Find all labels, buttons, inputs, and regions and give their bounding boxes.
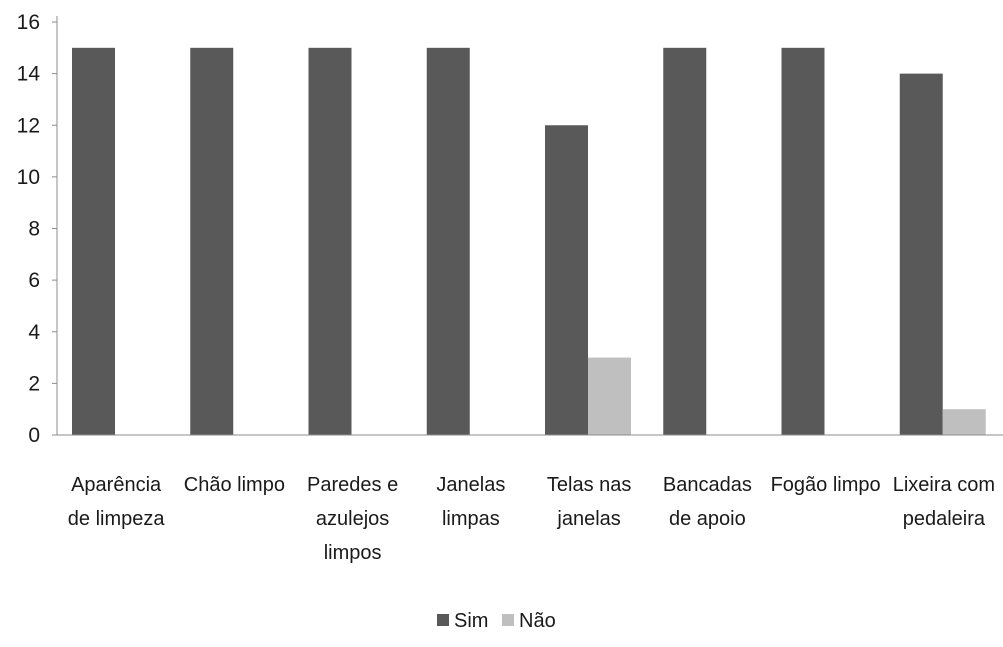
- x-axis: Aparência de limpeza Chão limpo Paredes e az…: [57, 434, 1003, 564]
- x-category-label: Telas nas janelas: [547, 474, 632, 530]
- x-category-label-line: Chão limpo: [184, 474, 285, 496]
- x-category-label-line: Telas nas: [547, 474, 632, 496]
- x-category-label-line: limpos: [324, 542, 382, 564]
- bar-sim-4: [545, 125, 588, 435]
- bar-sim-0: [72, 47, 115, 435]
- x-category-label: Paredes e azulejos limpos: [307, 474, 398, 564]
- x-category-label-line: Aparência: [71, 474, 162, 496]
- x-category-label: Bancadas de apoio: [663, 474, 752, 530]
- x-category-label: Aparência de limpeza: [68, 474, 166, 530]
- bar-n-o-4: [588, 357, 631, 435]
- x-category-label: Chão limpo: [184, 474, 285, 496]
- bars: [72, 47, 986, 435]
- y-tick-label: 0: [28, 424, 40, 447]
- y-tick-label: 4: [28, 321, 40, 344]
- x-category-label-line: limpas: [442, 508, 500, 530]
- x-category-label-line: azulejos: [316, 508, 389, 530]
- x-category-label-line: Lixeira com: [893, 474, 995, 496]
- x-category-label: Fogão limpo: [771, 474, 881, 496]
- legend-label: Não: [519, 610, 556, 632]
- bar-sim-6: [781, 47, 825, 435]
- y-tick-label: 10: [17, 166, 40, 189]
- y-tick-label: 8: [28, 218, 40, 241]
- legend-swatch-sim: [437, 614, 449, 626]
- bar-sim-3: [426, 47, 470, 435]
- y-tick-label: 12: [17, 114, 40, 137]
- legend: Sim Não: [437, 610, 556, 632]
- x-category-label-line: de apoio: [669, 508, 746, 530]
- legend-swatch-n-o: [502, 614, 514, 626]
- x-category-label-line: Janelas: [436, 474, 505, 496]
- bar-sim-2: [308, 47, 352, 435]
- x-category-label-line: Paredes e: [307, 474, 398, 496]
- bar-sim-1: [190, 47, 234, 435]
- y-tick-label: 2: [28, 372, 40, 395]
- x-category-label-line: janelas: [556, 508, 620, 530]
- x-category-label-line: Fogão limpo: [771, 474, 881, 496]
- x-category-label-line: pedaleira: [903, 508, 986, 530]
- bar-sim-7: [899, 73, 943, 435]
- y-tick-label: 6: [28, 269, 40, 292]
- x-category-label-line: de limpeza: [68, 508, 166, 530]
- legend-label: Sim: [454, 610, 488, 632]
- y-tick-label: 16: [17, 11, 40, 34]
- bar-n-o-7: [942, 409, 986, 435]
- x-category-label: Janelas limpas: [436, 474, 505, 530]
- bar-sim-5: [663, 47, 707, 435]
- y-axis: 0 2 4 6 8 10 12 14 16: [17, 11, 58, 447]
- x-category-label: Lixeira com pedaleira: [893, 474, 995, 530]
- y-tick-label: 14: [17, 63, 41, 86]
- x-category-label-line: Bancadas: [663, 474, 752, 496]
